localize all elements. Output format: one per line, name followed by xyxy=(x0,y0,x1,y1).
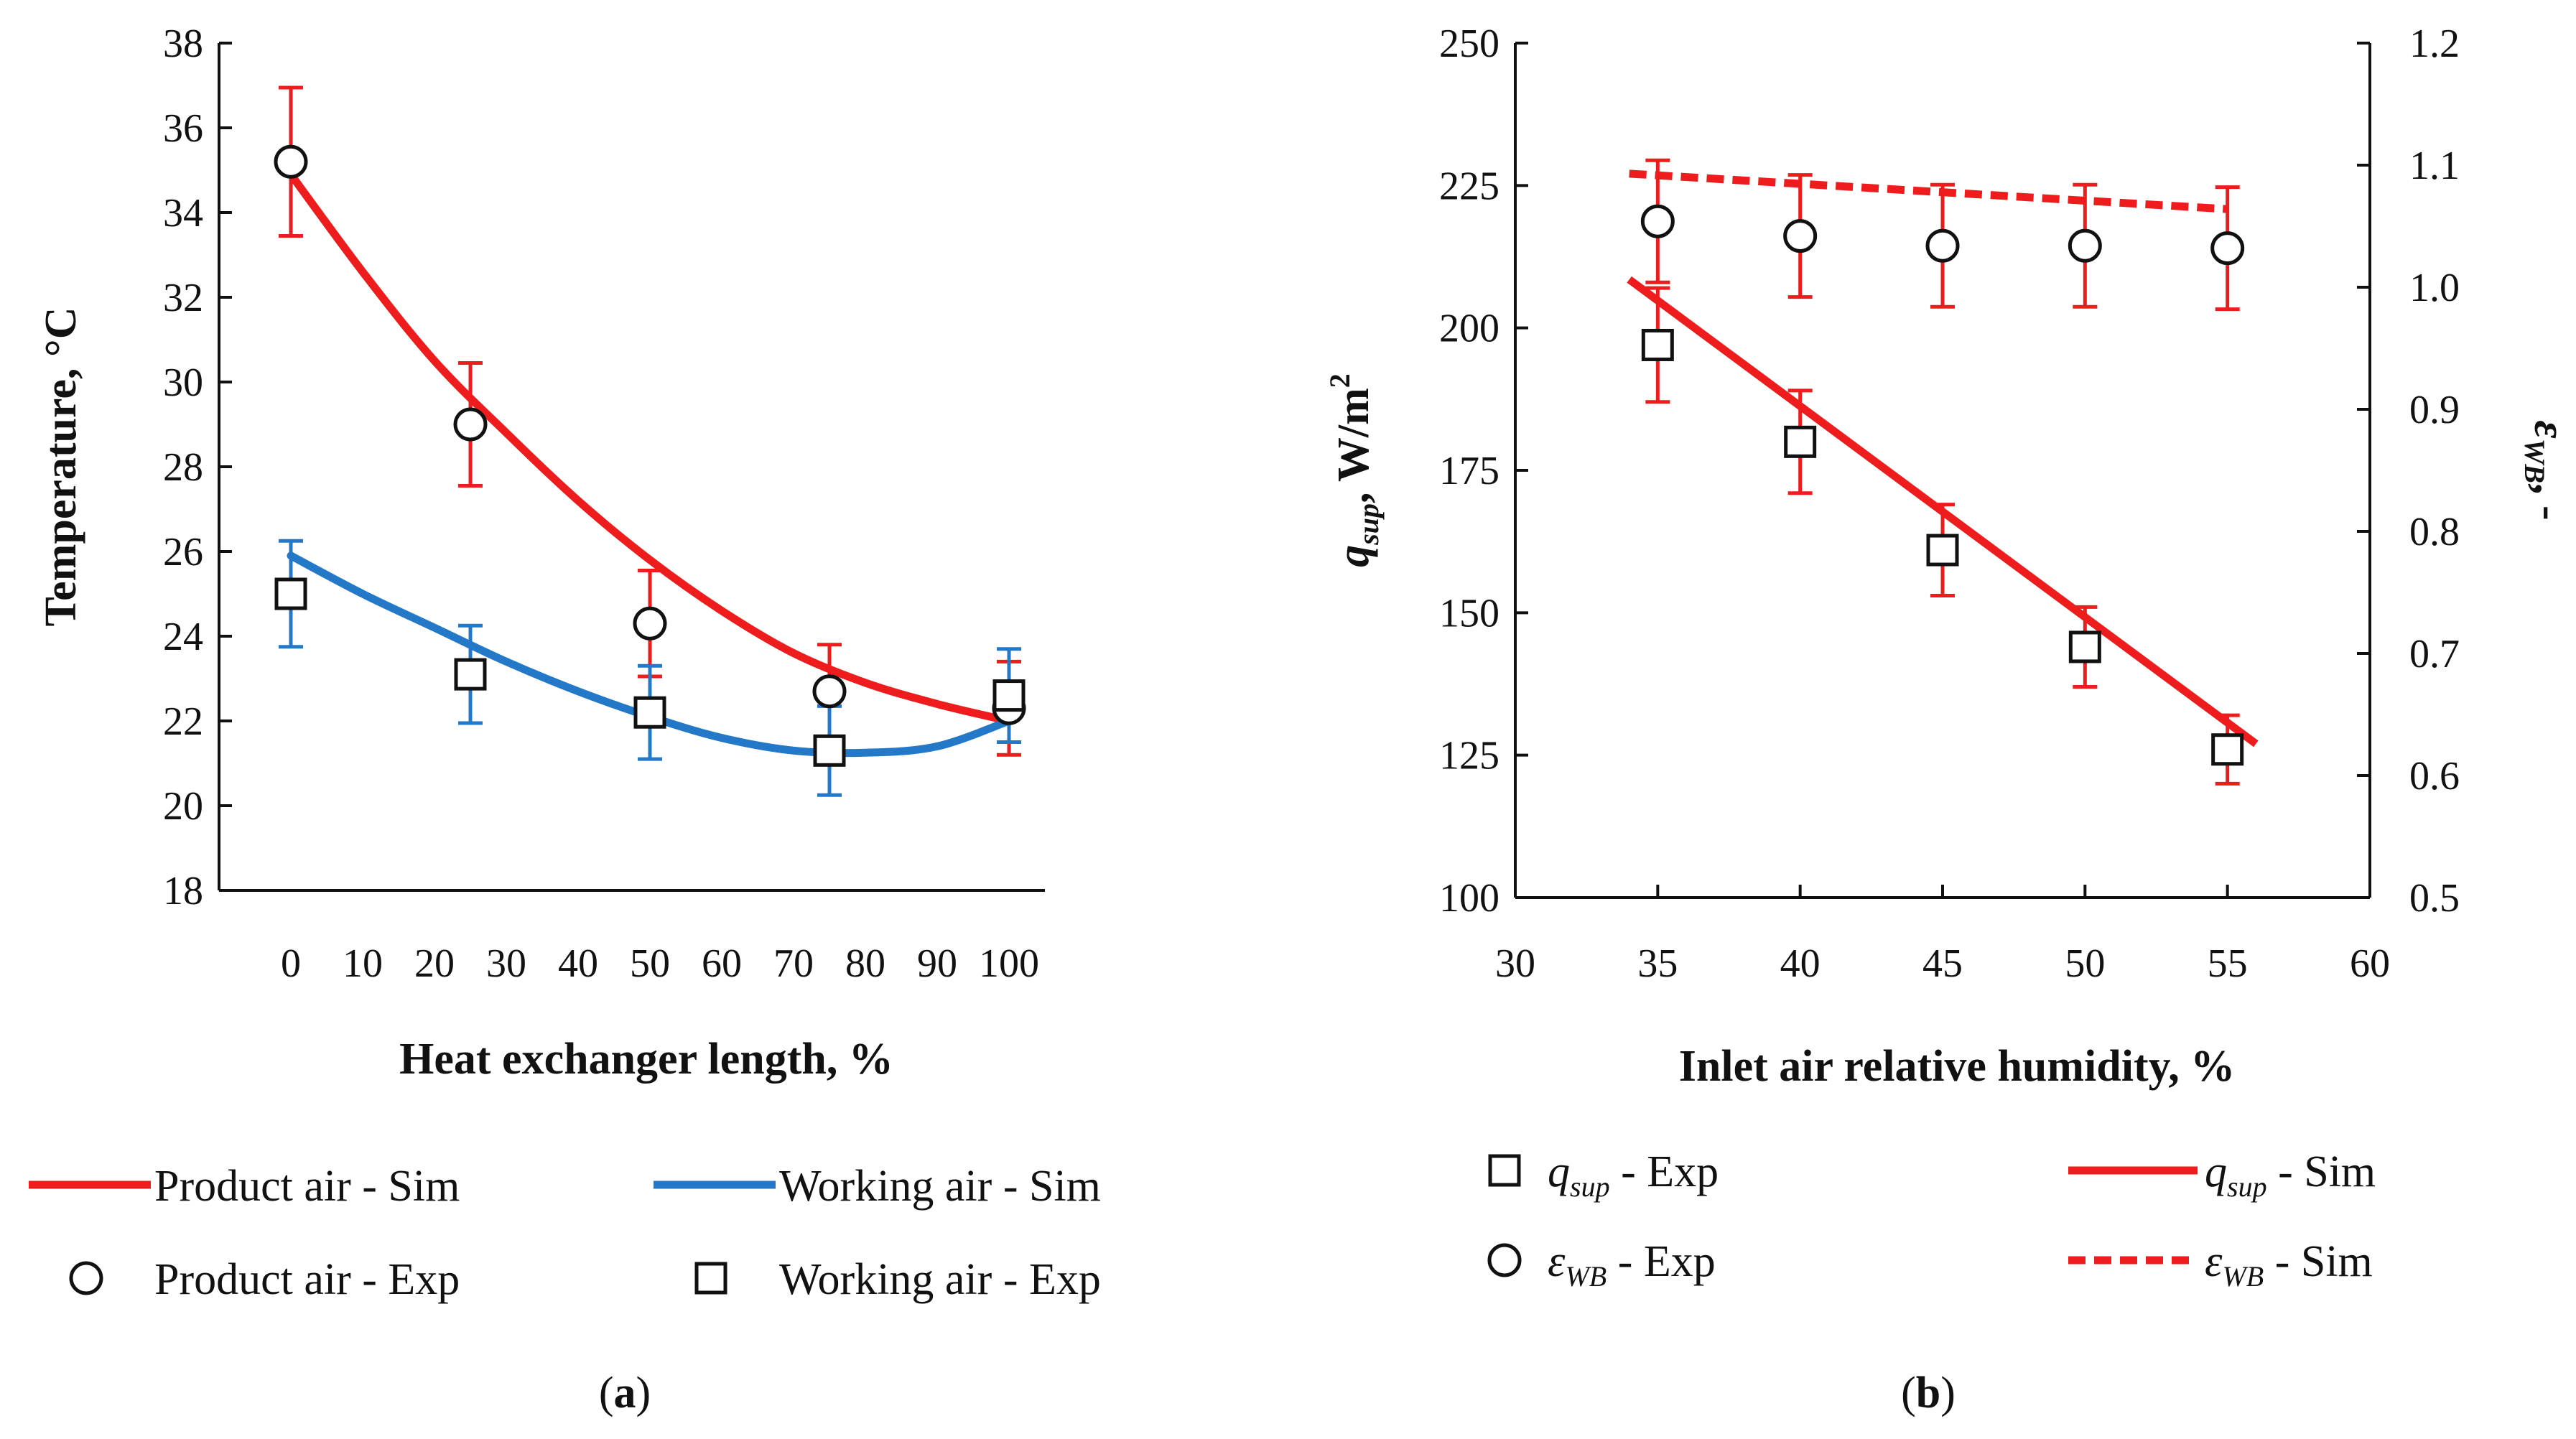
x-tick-label: 0 xyxy=(281,941,301,986)
data-point-square xyxy=(633,696,666,729)
legend-label: qsup - Exp xyxy=(1548,1147,1719,1203)
y-right-tick-label: 0.9 xyxy=(2409,388,2460,432)
y-axis-right-title: εWB, - xyxy=(2519,420,2574,520)
data-point-square xyxy=(274,577,307,610)
y-right-tick-label: 1.2 xyxy=(2409,22,2460,66)
x-tick-label: 100 xyxy=(979,941,1039,986)
data-point-square xyxy=(813,734,846,767)
x-tick-label: 60 xyxy=(2350,941,2390,986)
data-point-circle xyxy=(812,674,847,709)
caption-b: (b) xyxy=(1901,1369,1956,1417)
x-tick-label: 50 xyxy=(630,941,670,986)
y-tick-label: 26 xyxy=(163,530,203,574)
x-tick-label: 60 xyxy=(702,941,742,986)
y-right-tick-label: 0.6 xyxy=(2409,754,2460,798)
y-tick-label: 28 xyxy=(163,445,203,490)
x-tick-label: 40 xyxy=(1780,941,1821,986)
y-left-tick-label: 175 xyxy=(1439,449,1499,493)
y-right-tick-label: 0.7 xyxy=(2409,632,2460,676)
series-line xyxy=(287,170,1013,725)
caption-a: (a) xyxy=(599,1369,651,1417)
legend-label: Product air - Exp xyxy=(154,1255,460,1304)
legend-label: qsup - Sim xyxy=(2205,1147,2376,1203)
x-axis-title: Heat exchanger length, % xyxy=(399,1035,893,1084)
data-point-square xyxy=(2068,630,2101,663)
data-point-circle xyxy=(1640,204,1675,238)
data-point-circle xyxy=(1783,219,1818,253)
x-tick-label: 40 xyxy=(558,941,598,986)
data-point-circle xyxy=(453,407,488,442)
y-tick-label: 34 xyxy=(163,191,203,236)
data-point-square xyxy=(992,679,1026,712)
y-tick-label: 38 xyxy=(163,22,203,66)
y-right-tick-label: 0.8 xyxy=(2409,510,2460,554)
y-left-tick-label: 150 xyxy=(1439,591,1499,635)
y-left-tick-label: 100 xyxy=(1439,876,1499,921)
x-tick-label: 30 xyxy=(486,941,526,986)
legend-swatch-circle xyxy=(69,1261,103,1295)
x-tick-label: 50 xyxy=(2065,941,2105,986)
y-tick-label: 22 xyxy=(163,699,203,744)
data-point-square xyxy=(1641,328,1674,361)
y-tick-label: 24 xyxy=(163,615,203,659)
legend-label: Working air - Exp xyxy=(779,1255,1101,1304)
y-axis-left-title: qsup, W/m2 xyxy=(1324,373,1385,567)
x-tick-label: 20 xyxy=(414,941,455,986)
data-point-square xyxy=(1784,425,1817,458)
series-dashed-line xyxy=(1629,169,2228,213)
data-point-circle xyxy=(2068,228,2102,263)
y-tick-label: 18 xyxy=(163,869,203,913)
legend-label: εWB - Sim xyxy=(2205,1237,2373,1293)
legend-swatch-square xyxy=(694,1262,727,1295)
legend-swatch-circle xyxy=(1487,1243,1522,1277)
legend-label: Working air - Sim xyxy=(779,1162,1101,1211)
y-left-tick-label: 125 xyxy=(1439,734,1499,778)
y-tick-label: 36 xyxy=(163,106,203,151)
data-point-circle xyxy=(1925,228,1960,263)
legend-b: qsup - Exp qsup - Sim εWB - Exp εWB - Sim xyxy=(1487,1147,2376,1293)
y-left-tick-label: 200 xyxy=(1439,307,1499,351)
y-right-tick-label: 1.0 xyxy=(2409,266,2460,310)
x-tick-label: 45 xyxy=(1922,941,1963,986)
x-tick-label: 70 xyxy=(773,941,814,986)
data-point-circle xyxy=(633,606,667,641)
chart-b: 100 125 150 175 200 225 250 0.5 0.6 0.7 0.8 0.9 1.0 1… xyxy=(1324,22,2574,1417)
legend-swatch-square xyxy=(1488,1154,1521,1187)
x-tick-label: 30 xyxy=(1495,941,1535,986)
x-tick-label: 10 xyxy=(343,941,383,986)
chart-a: 18 20 22 24 26 28 30 32 34 36 38 0 10 20 30 40 50 60 70 80 9… xyxy=(29,22,1101,1417)
x-tick-label: 35 xyxy=(1637,941,1678,986)
x-tick-label: 55 xyxy=(2208,941,2248,986)
legend-label: Product air - Sim xyxy=(154,1162,460,1211)
x-tick-label: 80 xyxy=(845,941,885,986)
x-axis-title: Inlet air relative humidity, % xyxy=(1679,1042,2235,1091)
data-point-circle xyxy=(2210,231,2245,266)
x-tick-label: 90 xyxy=(917,941,957,986)
data-point-square xyxy=(1926,534,1959,567)
y-right-tick-label: 1.1 xyxy=(2409,144,2460,188)
legend-a: Product air - Sim Working air - Sim Produc… xyxy=(29,1162,1101,1304)
data-point-circle xyxy=(274,144,308,179)
legend-label: εWB - Exp xyxy=(1548,1237,1716,1293)
data-point-square xyxy=(454,658,487,691)
y-axis-title: Temperature, °C xyxy=(37,307,85,627)
y-tick-label: 30 xyxy=(163,360,203,405)
y-left-tick-label: 250 xyxy=(1439,22,1499,66)
y-right-tick-label: 0.5 xyxy=(2409,876,2460,921)
y-left-tick-label: 225 xyxy=(1439,164,1499,208)
data-point-square xyxy=(2211,733,2244,766)
y-tick-label: 32 xyxy=(163,276,203,320)
y-tick-label: 20 xyxy=(163,784,203,829)
